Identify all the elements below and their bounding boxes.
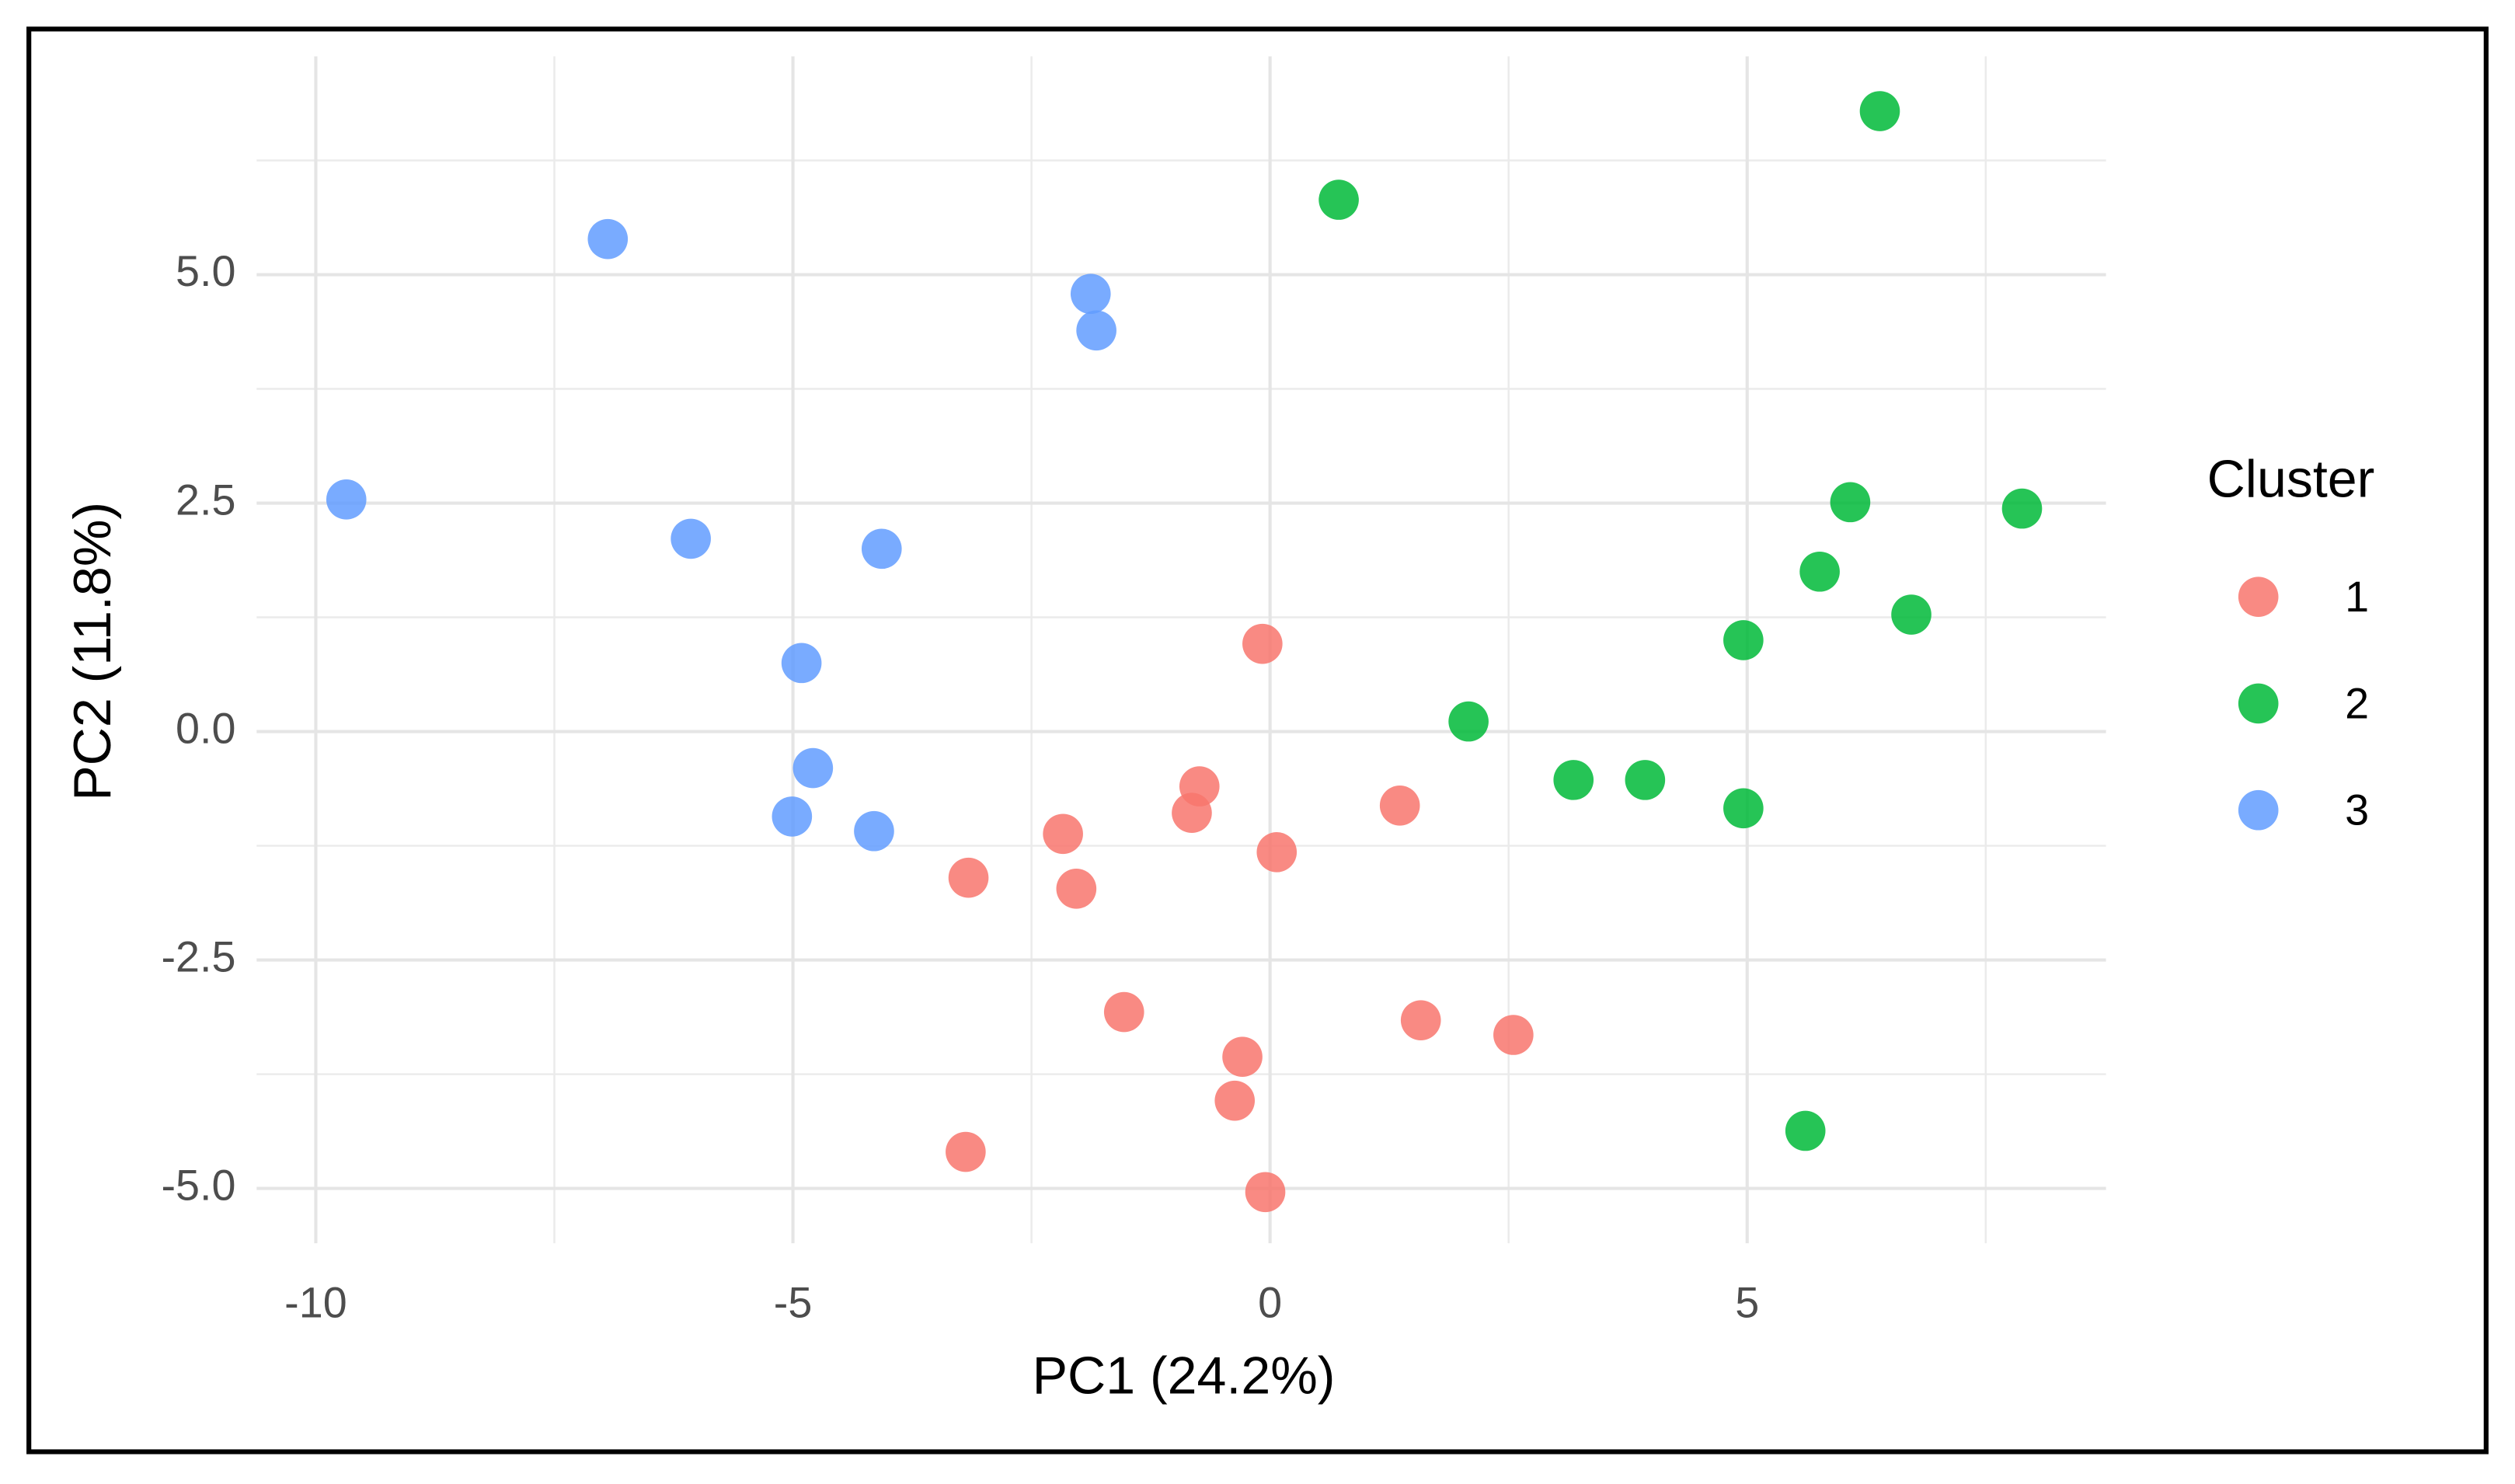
point <box>1891 594 1932 635</box>
point <box>1625 760 1666 800</box>
legend-key <box>2238 789 2279 831</box>
point <box>861 528 902 570</box>
point <box>781 643 822 684</box>
point <box>326 479 367 520</box>
point <box>948 857 989 898</box>
point <box>1214 1080 1256 1121</box>
point <box>1493 1015 1534 1055</box>
point <box>671 518 711 559</box>
y-tick-label: 5.0 <box>176 247 235 295</box>
point <box>1723 788 1764 829</box>
point <box>1103 991 1144 1033</box>
point <box>854 810 894 852</box>
point <box>1400 1000 1441 1040</box>
point <box>1056 869 1097 909</box>
point <box>1859 91 1900 131</box>
point <box>1785 1110 1826 1151</box>
point <box>1222 1036 1263 1078</box>
legend-label: 1 <box>2345 573 2369 621</box>
point <box>1723 620 1764 660</box>
frame <box>26 26 2489 1454</box>
legend-label: 2 <box>2345 679 2369 727</box>
point <box>1245 1172 1286 1213</box>
x-tick-label: 5 <box>1735 1278 1759 1326</box>
point <box>1799 551 1840 592</box>
x-tick-label: -10 <box>284 1278 347 1326</box>
point <box>1172 793 1212 834</box>
legend-label: 3 <box>2345 786 2369 834</box>
point <box>1830 482 1871 523</box>
x-axis-label: PC1 (24.2%) <box>1033 1346 1336 1406</box>
point <box>1242 623 1283 664</box>
point <box>1256 831 1298 873</box>
point <box>772 796 813 837</box>
point <box>1553 760 1594 800</box>
y-tick-label: -2.5 <box>161 932 235 981</box>
y-axis-label: PC2 (11.8%) <box>63 502 122 801</box>
point <box>1379 786 1420 826</box>
point <box>946 1131 986 1172</box>
y-tick-label: -5.0 <box>161 1161 235 1209</box>
y-tick-label: 0.0 <box>176 704 235 752</box>
point <box>1043 813 1083 855</box>
point <box>2001 488 2043 529</box>
point <box>792 747 834 789</box>
point <box>1448 701 1489 742</box>
point <box>1076 310 1116 351</box>
x-tick-label: 0 <box>1258 1278 1282 1326</box>
point <box>1070 273 1111 315</box>
legend-key <box>2238 683 2279 724</box>
x-tick-label: -5 <box>774 1278 813 1326</box>
point <box>587 218 629 260</box>
legend-key <box>2238 577 2279 617</box>
legend-title: Cluster <box>2207 450 2375 509</box>
y-tick-label: 2.5 <box>176 476 235 524</box>
point <box>1318 179 1359 220</box>
